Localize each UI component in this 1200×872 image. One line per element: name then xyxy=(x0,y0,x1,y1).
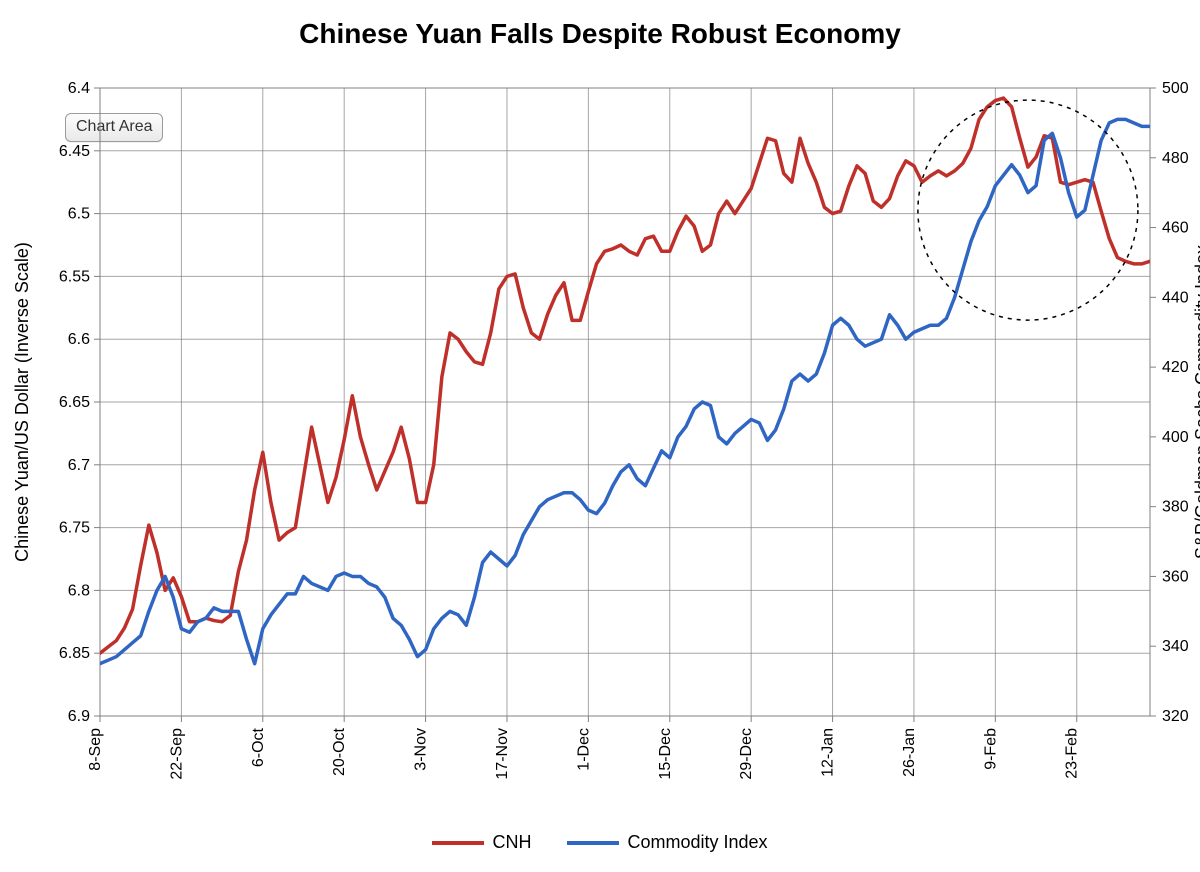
y-left-tick: 6.65 xyxy=(59,394,90,411)
legend-item: CNH xyxy=(432,832,531,852)
legend: CNH Commodity Index xyxy=(0,832,1200,853)
x-tick-label: 15-Dec xyxy=(657,728,674,780)
y-left-tick: 6.6 xyxy=(68,331,90,348)
x-tick-label: 8-Sep xyxy=(87,728,104,771)
y-right-tick: 400 xyxy=(1162,429,1189,446)
x-tick-label: 20-Oct xyxy=(331,727,348,776)
legend-swatch xyxy=(432,841,484,845)
y-left-tick: 6.85 xyxy=(59,645,90,662)
x-tick-label: 12-Jan xyxy=(820,728,837,777)
series-cnh xyxy=(100,98,1150,653)
y-left-tick: 6.8 xyxy=(68,582,90,599)
x-tick-label: 23-Feb xyxy=(1064,728,1081,779)
y-right-tick: 380 xyxy=(1162,499,1189,516)
y-right-tick: 320 xyxy=(1162,708,1189,725)
y-left-tick: 6.55 xyxy=(59,268,90,285)
x-tick-label: 17-Nov xyxy=(494,728,511,780)
x-tick-label: 3-Nov xyxy=(413,728,430,771)
legend-item: Commodity Index xyxy=(567,832,767,852)
chart-canvas: 6.4 6.45 6.5 6.55 6.6 6.65 6.7 6.75 6.8 6.85 6.9 32… xyxy=(0,0,1200,872)
y-right-tick: 340 xyxy=(1162,638,1189,655)
x-tick-label: 1-Dec xyxy=(575,728,592,771)
x-tick-label: 26-Jan xyxy=(901,728,918,777)
y-left-tick: 6.75 xyxy=(59,520,90,537)
y-left-tick: 6.45 xyxy=(59,143,90,160)
legend-swatch xyxy=(567,841,619,845)
legend-label: Commodity Index xyxy=(627,832,767,852)
x-tick-label: 6-Oct xyxy=(250,727,267,767)
y-left-tick: 6.5 xyxy=(68,206,90,223)
series-commodity xyxy=(100,119,1150,663)
y-left-title: Chinese Yuan/US Dollar (Inverse Scale) xyxy=(12,242,32,562)
x-tick-label: 22-Sep xyxy=(168,728,185,780)
x-tick-label: 9-Feb xyxy=(982,728,999,770)
y-right-tick: 420 xyxy=(1162,359,1189,376)
legend-label: CNH xyxy=(492,832,531,852)
y-right-tick: 480 xyxy=(1162,150,1189,167)
x-tick-label: 29-Dec xyxy=(738,728,755,780)
y-right-tick: 460 xyxy=(1162,220,1189,237)
y-left-tick: 6.7 xyxy=(68,457,90,474)
y-right-tick: 440 xyxy=(1162,289,1189,306)
y-right-tick: 360 xyxy=(1162,568,1189,585)
y-right-tick: 500 xyxy=(1162,80,1189,97)
y-left-tick: 6.4 xyxy=(68,80,90,97)
y-left-tick: 6.9 xyxy=(68,708,90,725)
y-right-title: S&P/Goldman Sachs Commodity Index xyxy=(1192,245,1200,559)
